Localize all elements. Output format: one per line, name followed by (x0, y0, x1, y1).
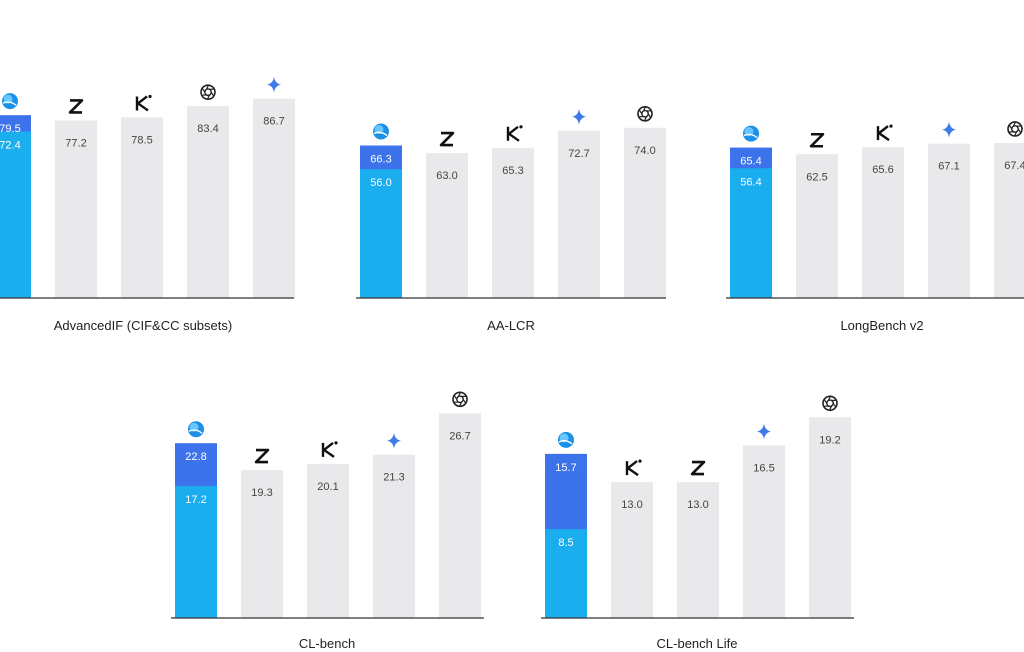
bar-value-label: 74.0 (634, 145, 655, 157)
bar-value-label: 67.1 (938, 161, 959, 173)
bar (55, 120, 97, 298)
bar-inner (175, 486, 217, 618)
z-logo-icon (690, 460, 706, 476)
bar-inner (0, 131, 31, 298)
bar-value-label: 13.0 (687, 499, 708, 511)
bar-value-label: 86.7 (263, 116, 284, 128)
chart-panel: 22.8 17.2 19.3 20.1 21.3 26.7 CL-bench (171, 391, 484, 651)
knot-logo-icon (200, 84, 216, 100)
bar (862, 147, 904, 298)
bar-value-label: 65.4 (740, 156, 761, 168)
globe-logo-icon (743, 125, 759, 142)
k-logo-icon (506, 125, 523, 142)
bar-value-label: 67.4 (1004, 160, 1024, 172)
z-logo-icon (68, 99, 84, 114)
z-logo-icon (439, 131, 455, 147)
bar-inner-value-label: 56.0 (370, 177, 391, 189)
bar (426, 153, 468, 298)
bar-value-label: 77.2 (65, 137, 86, 149)
bar-value-label: 19.2 (819, 434, 840, 446)
chart-title: LongBench v2 (840, 318, 923, 333)
sparkle-diamond-icon (572, 108, 586, 125)
bar (611, 482, 653, 618)
bar (373, 454, 415, 618)
bar-value-label: 65.3 (502, 165, 523, 177)
bar-inner (545, 529, 587, 618)
knot-logo-icon (822, 395, 838, 412)
bar-inner-value-label: 56.4 (740, 176, 761, 188)
bar (253, 98, 295, 298)
chart-title: CL-bench (299, 636, 355, 651)
bar-value-label: 63.0 (436, 170, 457, 182)
bar (796, 154, 838, 298)
bar-value-label: 65.6 (872, 164, 893, 176)
bar (439, 413, 481, 618)
chart-panel: 79.5 72.4 77.2 78.5 83.4 86.7 AdvancedIF (CIF&… (0, 76, 295, 333)
k-logo-icon (876, 124, 893, 142)
globe-logo-icon (373, 123, 389, 140)
chart-title: CL-bench Life (657, 636, 738, 651)
bar-inner (360, 169, 402, 298)
bar-value-label: 16.5 (753, 463, 774, 475)
chart-title: AA-LCR (487, 318, 535, 333)
sparkle-diamond-icon (387, 432, 401, 449)
bar (187, 106, 229, 299)
chart-panel: 15.7 8.5 13.0 13.0 16.5 19.2 CL-bench Life (541, 395, 854, 651)
bar-value-label: 26.7 (449, 430, 470, 442)
sparkle-diamond-icon (757, 423, 771, 440)
bar-inner-value-label: 17.2 (185, 494, 206, 506)
bar (492, 147, 534, 298)
bar-value-label: 19.3 (251, 487, 272, 499)
chart-title: AdvancedIF (CIF&CC subsets) (54, 318, 232, 333)
bar-value-label: 21.3 (383, 472, 404, 484)
bar (624, 127, 666, 298)
bar-value-label: 15.7 (555, 462, 576, 474)
bar-value-label: 62.5 (806, 171, 827, 183)
chart-panel: 65.4 56.4 62.5 65.6 67.1 67.4 LongBench v2 (726, 121, 1024, 333)
globe-logo-icon (558, 431, 574, 448)
bar-value-label: 72.7 (568, 148, 589, 160)
chart-panel: 66.3 56.0 63.0 65.3 72.7 74.0 AA-LCR (356, 106, 666, 333)
k-logo-icon (625, 459, 642, 477)
globe-logo-icon (188, 421, 204, 438)
bar-value-label: 83.4 (197, 123, 218, 135)
bar-value-label: 20.1 (317, 481, 338, 493)
z-logo-icon (254, 448, 270, 464)
bar (809, 417, 851, 618)
knot-logo-icon (637, 106, 653, 122)
k-logo-icon (321, 441, 338, 458)
bar-inner (730, 168, 772, 298)
bar-value-label: 66.3 (370, 154, 391, 166)
sparkle-diamond-icon (942, 121, 956, 138)
bar (743, 445, 785, 618)
bar (121, 117, 163, 298)
bar (241, 470, 283, 618)
bar (307, 463, 349, 618)
bar (928, 143, 970, 298)
bar-value-label: 78.5 (131, 134, 152, 146)
bar-inner-value-label: 72.4 (0, 139, 21, 151)
bar-value-label: 22.8 (185, 451, 206, 463)
z-logo-icon (809, 132, 825, 148)
knot-logo-icon (1007, 121, 1023, 137)
bar-value-label: 79.5 (0, 123, 21, 135)
globe-logo-icon (2, 93, 18, 110)
k-logo-icon (135, 94, 152, 112)
sparkle-diamond-icon (267, 76, 281, 93)
bar (558, 130, 600, 298)
bar-value-label: 13.0 (621, 499, 642, 511)
bar-inner-value-label: 8.5 (558, 537, 573, 549)
knot-logo-icon (452, 391, 468, 408)
bar (677, 482, 719, 618)
bar (994, 142, 1024, 298)
